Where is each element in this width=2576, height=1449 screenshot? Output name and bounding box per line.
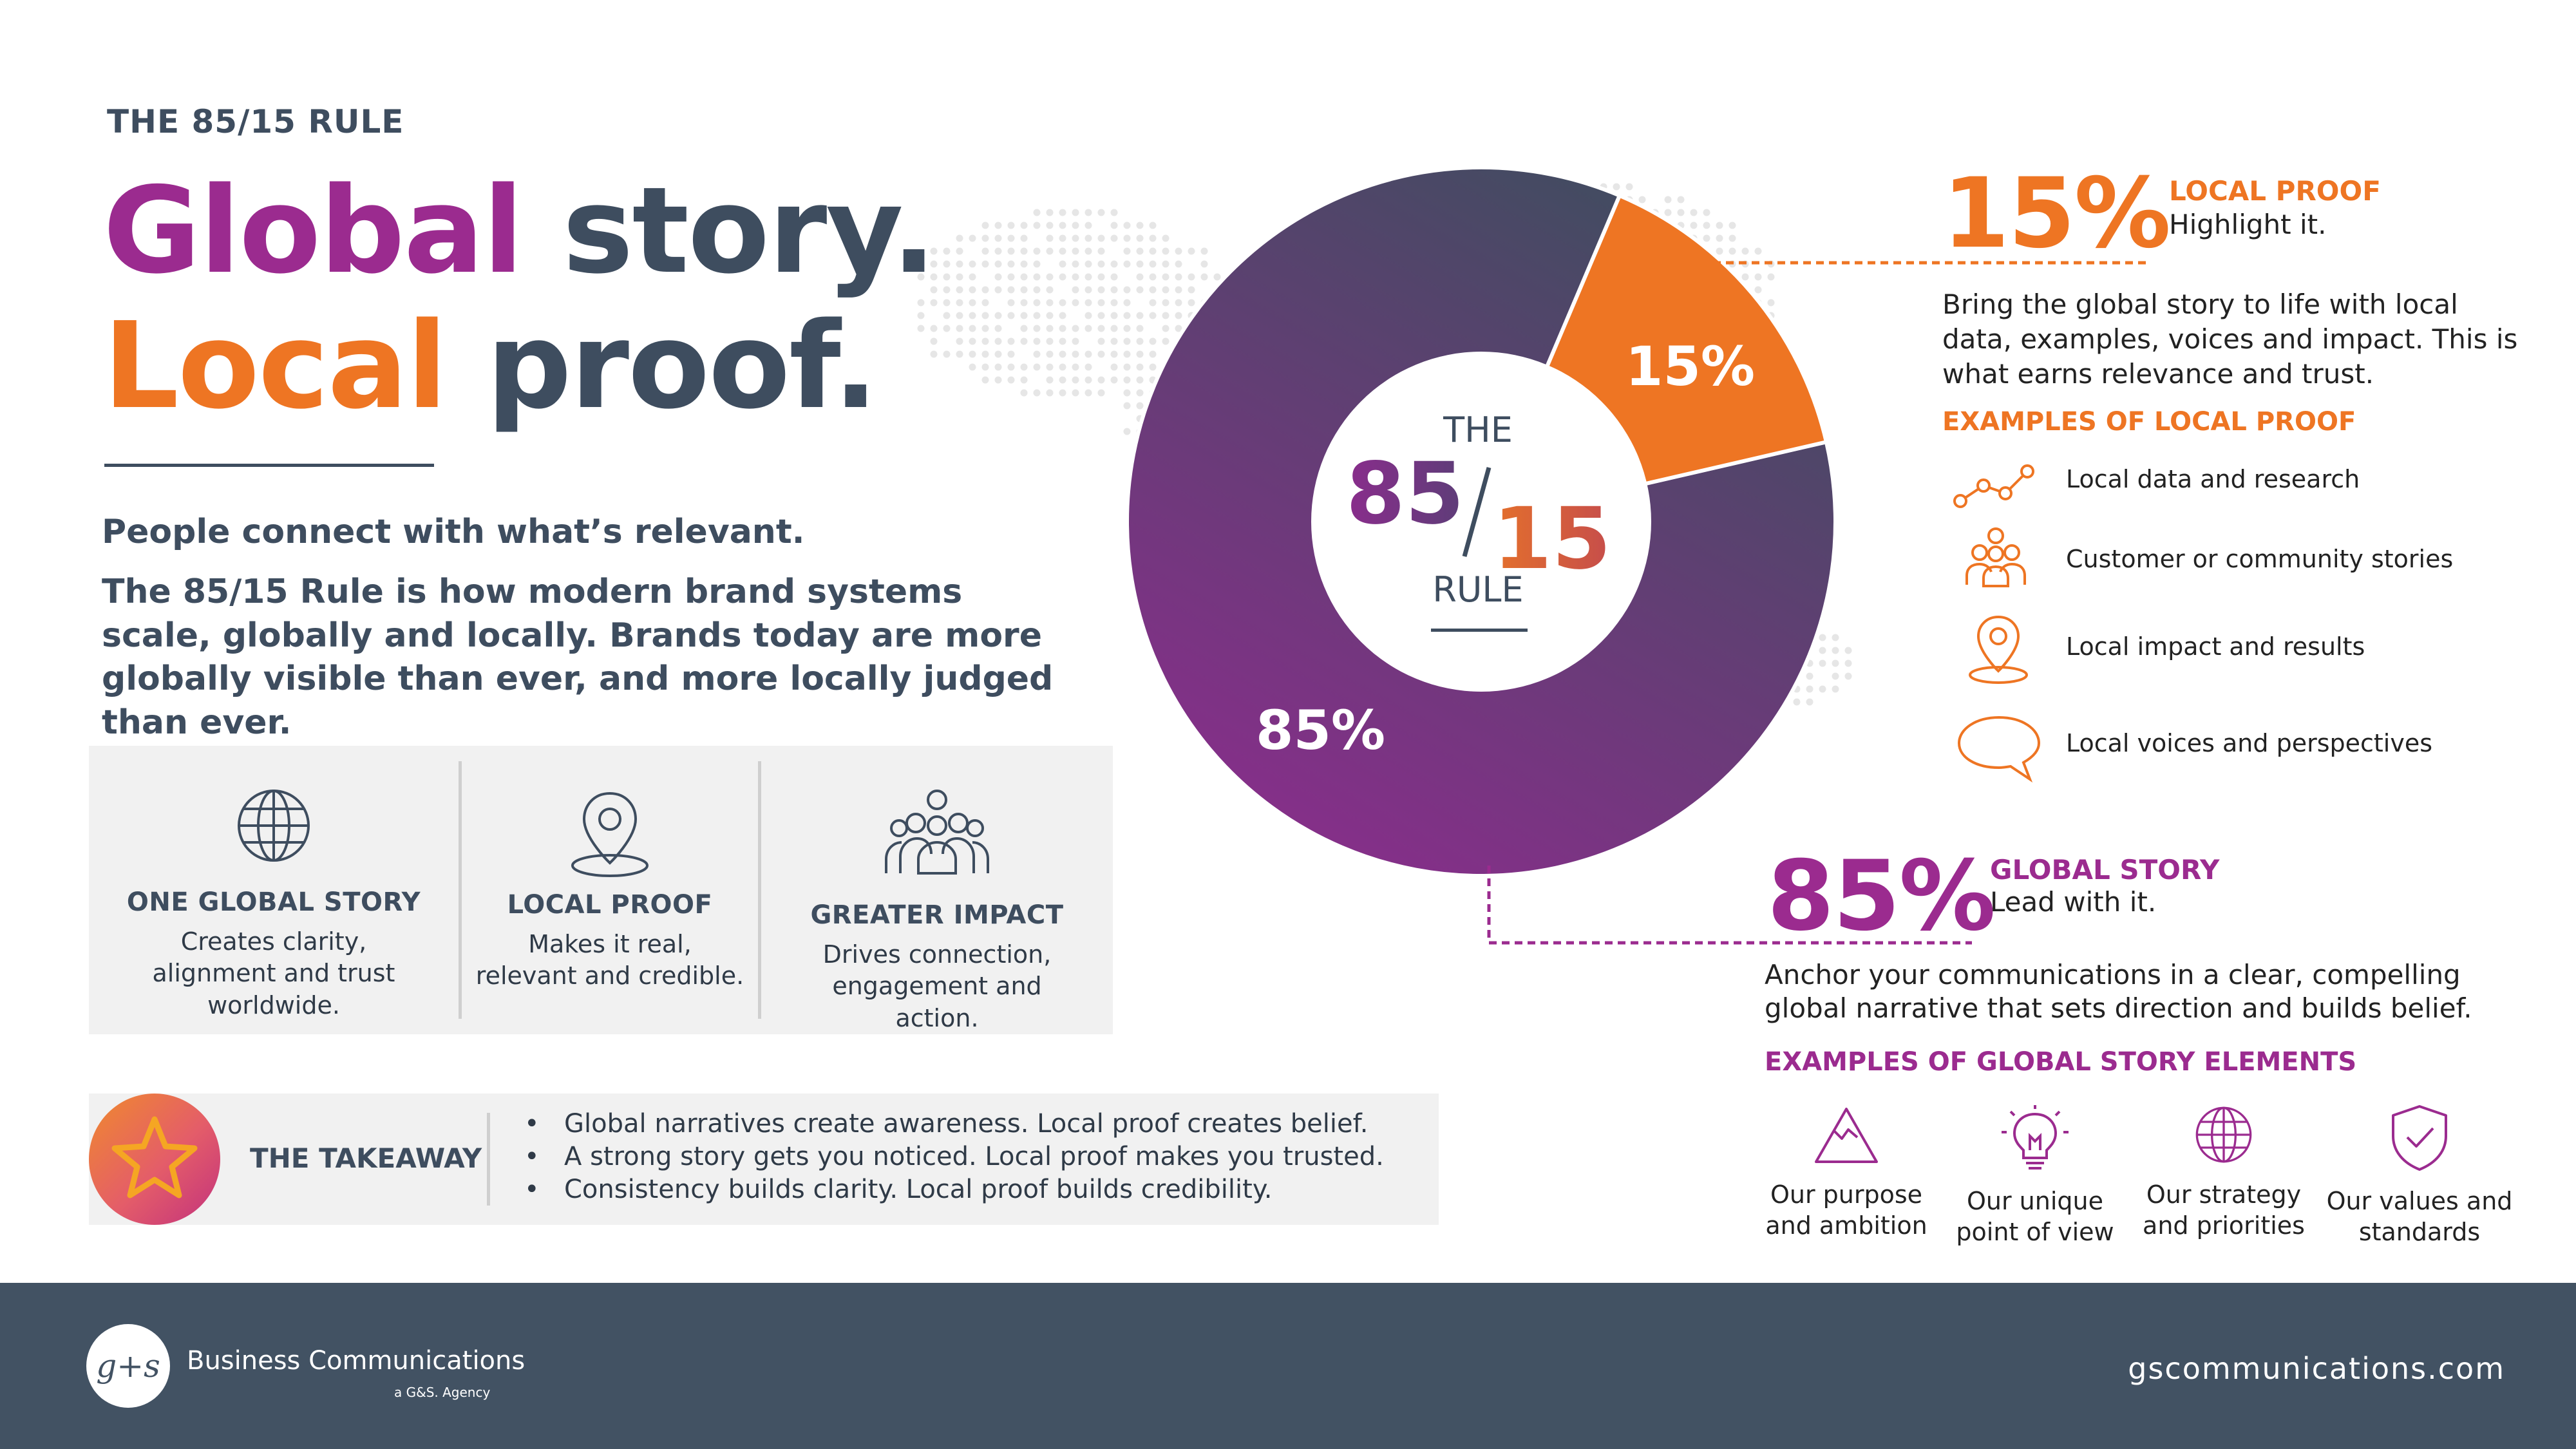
- pillar-divider: [758, 761, 761, 1019]
- global-example-label: Our strategy and priorities: [2143, 1180, 2305, 1240]
- center-label-15: 15: [1493, 489, 1611, 589]
- headline-line-1: Global story.: [103, 171, 936, 290]
- local-proof-examples-title: EXAMPLES OF LOCAL PROOF: [1942, 407, 2356, 437]
- lead-sentence: People connect with what’s relevant.: [102, 513, 805, 551]
- community-icon: [1965, 527, 2026, 587]
- global-example-pov: Our unique point of view: [1942, 1103, 2128, 1247]
- slice-label-global: 85%: [1256, 699, 1386, 762]
- footer-website-link[interactable]: gscommunications.com: [2128, 1351, 2505, 1386]
- people-group-icon: [885, 790, 989, 875]
- footer-agency-line: a G&S. Agency: [394, 1385, 491, 1400]
- pillar-greater-impact: GREATER IMPACT Drives connection, engage…: [761, 746, 1113, 1034]
- slice-label-local: 15%: [1625, 335, 1756, 398]
- takeaway-list: Global narratives create awareness. Loca…: [522, 1108, 1384, 1206]
- leader-line-local: [1713, 261, 2151, 265]
- mountain-icon: [1815, 1108, 1878, 1163]
- donut-hole: [1311, 352, 1651, 692]
- headline-rest-story: story.: [522, 161, 936, 300]
- gs-logo: g+s: [86, 1324, 170, 1408]
- takeaway-bullet: Consistency builds clarity. Local proof …: [522, 1173, 1384, 1206]
- headline-accent-global: Global: [103, 161, 524, 300]
- pillar-divider: [459, 761, 462, 1019]
- local-proof-title: LOCAL PROOF: [2169, 175, 2381, 207]
- pillar-text: Makes it real, relevant and credible.: [475, 930, 744, 990]
- globe-icon: [238, 790, 310, 862]
- global-example-purpose: Our purpose and ambition: [1753, 1103, 1940, 1241]
- local-example-label: Local voices and perspectives: [2066, 729, 2433, 757]
- star-badge: [89, 1094, 220, 1225]
- speech-bubble-icon: [1957, 715, 2041, 783]
- global-example-values: Our values and standards: [2326, 1103, 2513, 1247]
- global-story-title: GLOBAL STORY: [1990, 854, 2220, 886]
- footer-brand-name: Business Communications: [187, 1346, 526, 1376]
- takeaway-bullet: A strong story gets you noticed. Local p…: [522, 1141, 1384, 1173]
- lightbulb-icon: [2002, 1105, 2069, 1170]
- pillars-panel: ONE GLOBAL STORY Creates clarity, alignm…: [89, 746, 1113, 1034]
- global-story-examples-title: EXAMPLES OF GLOBAL STORY ELEMENTS: [1765, 1047, 2357, 1077]
- global-example-label: Our values and standards: [2326, 1187, 2513, 1246]
- pillar-text: Drives connection, engagement and action…: [822, 940, 1052, 1032]
- globe-icon: [2195, 1106, 2252, 1163]
- takeaway-bullet: Global narratives create awareness. Loca…: [522, 1108, 1384, 1141]
- global-story-body: Anchor your communications in a clear, c…: [1765, 959, 2472, 1025]
- center-underline: [1431, 629, 1528, 632]
- local-example-label: Customer or community stories: [2066, 545, 2454, 573]
- local-proof-body: Bring the global story to life with loca…: [1942, 289, 2518, 390]
- headline-accent-local: Local: [103, 296, 448, 435]
- pillar-text: Creates clarity, alignment and trust wor…: [152, 927, 395, 1019]
- footer-bar: [0, 1283, 2576, 1449]
- local-proof-percent: 15%: [1942, 158, 2171, 270]
- center-label-85: 85: [1346, 444, 1464, 544]
- local-example-label: Local impact and results: [2066, 632, 2365, 661]
- pillar-global-story: ONE GLOBAL STORY Creates clarity, alignm…: [89, 746, 459, 1034]
- location-pin-icon: [1969, 615, 2028, 684]
- eyebrow-title: THE 85/15 RULE: [107, 103, 404, 140]
- center-label-the: THE: [1443, 410, 1513, 450]
- pillar-local-proof: LOCAL PROOF Makes it real, relevant and …: [462, 746, 758, 1034]
- pillar-title: LOCAL PROOF: [507, 890, 713, 920]
- star-icon: [111, 1116, 198, 1198]
- global-example-label: Our purpose and ambition: [1765, 1180, 1927, 1240]
- trend-line-icon: [1953, 464, 2034, 508]
- headline-line-2: Local proof.: [103, 307, 878, 426]
- center-label-rule: RULE: [1432, 569, 1524, 610]
- takeaway-divider: [487, 1113, 490, 1206]
- donut-chart: [1125, 166, 1837, 878]
- global-example-strategy: Our strategy and priorities: [2130, 1103, 2317, 1241]
- headline-rest-proof: proof.: [446, 296, 878, 435]
- local-example-label: Local data and research: [2066, 465, 2360, 493]
- global-example-label: Our unique point of view: [1956, 1187, 2114, 1246]
- global-story-percent: 85%: [1767, 840, 1996, 952]
- lead-paragraph: The 85/15 Rule is how modern brand syste…: [102, 573, 1054, 742]
- pillar-title: GREATER IMPACT: [810, 900, 1064, 930]
- pillar-title: ONE GLOBAL STORY: [126, 887, 421, 917]
- headline-underline: [104, 464, 434, 467]
- global-story-subtitle: Lead with it.: [1990, 886, 2157, 918]
- center-slash: [1462, 467, 1492, 557]
- local-proof-subtitle: Highlight it.: [2169, 209, 2327, 240]
- takeaway-label: THE TAKEAWAY: [250, 1142, 482, 1174]
- leader-line-global: [1487, 866, 1972, 945]
- shield-check-icon: [2392, 1105, 2447, 1171]
- map-pin-icon: [571, 791, 649, 877]
